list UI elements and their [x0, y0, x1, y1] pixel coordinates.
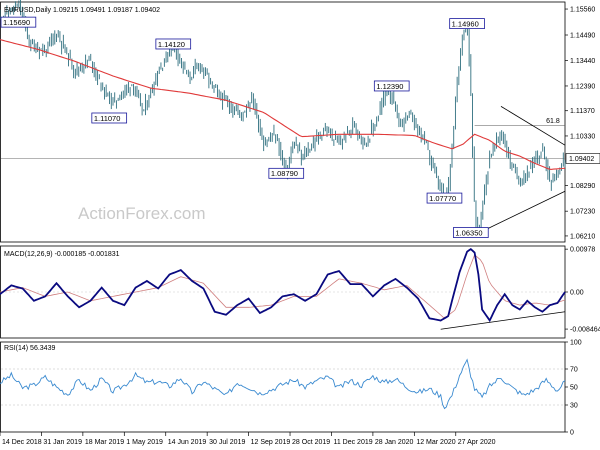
x-tick-label: 14 Jun 2019	[168, 439, 207, 446]
panel-frame	[0, 341, 566, 433]
level-label-box	[155, 38, 192, 50]
y-tick-label: 1.08290	[570, 183, 595, 190]
y-tick-label: 0.00978	[570, 247, 595, 254]
level-label-box	[426, 192, 463, 204]
y-tick-label: 1.13440	[570, 58, 595, 65]
level-label: 1.15690	[3, 18, 30, 27]
y-tick-label: 1.14490	[570, 33, 595, 40]
level-label: 1.14120	[158, 40, 185, 49]
x-tick-label: 11 Dec 2019	[333, 439, 372, 446]
fib-level-label: 61.8	[546, 118, 560, 125]
y-tick-label: 1.10330	[570, 133, 595, 140]
price-header: EURUSD,Daily 1.09215 1.09491 1.09187 1.0…	[4, 7, 160, 14]
y-tick-label: 70	[570, 367, 578, 374]
y-tick-label: 1.11370	[570, 108, 595, 115]
y-tick-label: 0.00	[570, 290, 584, 297]
rsi-header: RSI(14) 56.3439	[4, 345, 55, 352]
x-tick-label: 1 May 2019	[126, 439, 163, 446]
x-tick-label: 30 Jul 2019	[209, 439, 245, 446]
x-tick-label: 28 Jan 2020	[375, 439, 414, 446]
triangle-upper-line	[500, 106, 566, 146]
x-tick-label: 12 Sep 2019	[251, 439, 291, 446]
y-tick-label: 0	[570, 430, 574, 437]
rsi-line	[0, 358, 566, 410]
x-axis: 14 Dec 2018 31 Jan 2019 18 Mar 2019 1 May 2…	[0, 432, 496, 446]
level-label: 1.06350	[455, 228, 482, 237]
y-tick-label: 100	[570, 340, 582, 347]
macd-signal-line	[0, 254, 566, 318]
y-tick-label: 1.06210	[570, 233, 595, 240]
y-tick-label: 1.15560	[570, 7, 595, 14]
level-label: 1.07770	[429, 194, 456, 203]
watermark: ActionForex.com	[78, 204, 206, 223]
level-label: 1.11070	[94, 114, 121, 123]
x-tick-label: 28 Oct 2019	[292, 439, 330, 446]
y-tick-label: -0.008464	[570, 327, 600, 334]
macd-header: MACD(12,26,9) -0.000185 -0.001831	[4, 251, 120, 258]
moving-average-line	[0, 39, 566, 170]
level-label: 1.08790	[271, 169, 298, 178]
x-tick-label: 12 Mar 2020	[416, 439, 455, 446]
rsi-panel: 100 70 50 30 0	[0, 340, 582, 437]
y-tick-label: 1.12390	[570, 83, 595, 90]
level-label: 1.14960	[452, 19, 479, 28]
level-label-box	[449, 18, 485, 29]
x-tick-label: 14 Dec 2018	[2, 439, 42, 446]
price-panel: 1.15560 1.14490 1.13440 1.12390 1.11370 1.103…	[0, 0, 600, 243]
level-label: 1.12390	[376, 82, 403, 91]
y-tick-label: 1.07230	[570, 209, 595, 216]
macd-panel: 0.00978 0.00 -0.008464	[0, 245, 600, 339]
level-label-box	[373, 80, 410, 92]
y-tick-label: 30	[570, 403, 578, 410]
level-label-box	[268, 167, 305, 179]
x-tick-label: 27 Apr 2020	[458, 439, 496, 446]
macd-support-line	[440, 311, 566, 330]
triangle-lower-line	[474, 190, 566, 236]
last-price-label: 1.09402	[569, 156, 594, 163]
macd-line	[0, 247, 566, 323]
x-tick-label: 31 Jan 2019	[43, 439, 82, 446]
level-label-box	[91, 112, 128, 124]
level-label-box	[453, 227, 489, 238]
y-tick-label: 50	[570, 385, 578, 392]
last-price-box	[565, 153, 600, 164]
level-label-box	[0, 16, 37, 28]
x-tick-label: 18 Mar 2019	[85, 439, 124, 446]
